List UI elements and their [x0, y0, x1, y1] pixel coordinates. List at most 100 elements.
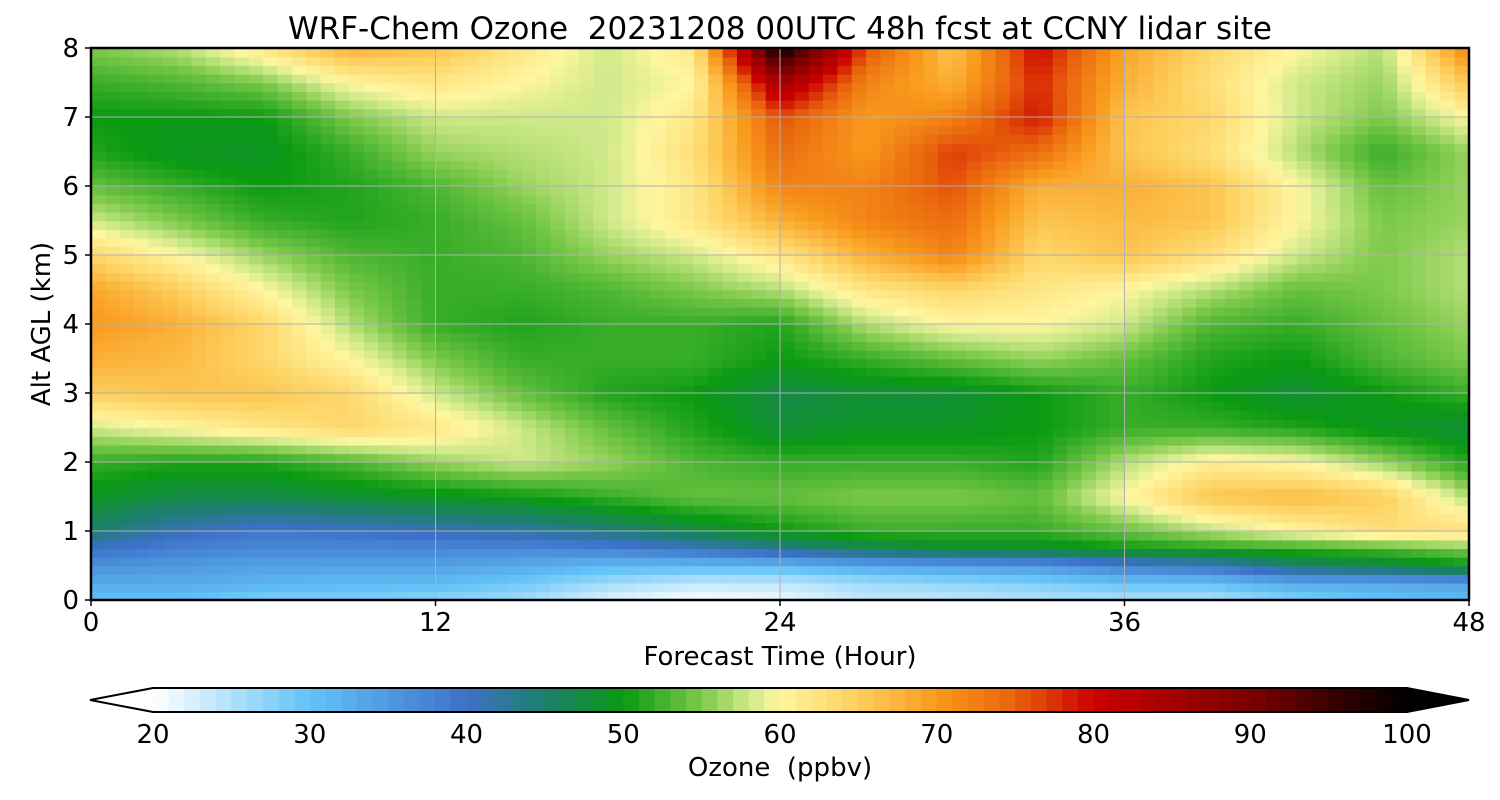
ozone-cell	[291, 539, 308, 550]
ozone-cell	[1268, 203, 1284, 213]
ozone-cell	[1368, 289, 1384, 299]
ozone-cell	[1311, 393, 1327, 403]
ozone-cell	[693, 358, 710, 368]
ozone-cell	[679, 280, 695, 291]
ozone-cell	[1425, 341, 1442, 351]
ozone-cell	[449, 237, 466, 248]
ozone-cell	[650, 237, 666, 248]
ozone-cell	[579, 453, 595, 463]
ozone-cell	[966, 462, 982, 472]
ozone-cell	[1153, 160, 1169, 170]
ozone-cell	[564, 393, 580, 403]
ozone-cell	[851, 556, 867, 567]
ozone-cell	[894, 539, 910, 550]
ozone-cell	[1124, 539, 1140, 550]
ozone-cell	[1081, 384, 1097, 394]
ozone-cell	[1425, 565, 1442, 575]
ozone-cell	[1052, 263, 1068, 274]
ozone-cell	[263, 211, 279, 222]
ozone-cell	[1253, 410, 1269, 420]
ozone-cell	[306, 393, 322, 403]
ozone-cell	[636, 427, 652, 437]
ozone-cell	[378, 306, 394, 317]
ozone-cell	[1138, 479, 1155, 489]
ozone-cell	[1110, 160, 1126, 170]
ozone-cell	[119, 556, 135, 567]
ozone-cell	[105, 263, 121, 274]
ozone-cell	[564, 591, 580, 600]
ozone-cell	[1067, 582, 1083, 593]
ozone-cell	[478, 211, 494, 222]
ozone-cell	[234, 427, 250, 437]
ozone-cell	[1397, 505, 1413, 515]
ozone-cell	[177, 341, 193, 351]
ozone-cell	[248, 470, 265, 481]
ozone-cell	[1354, 556, 1370, 567]
ozone-cell	[191, 548, 207, 558]
ozone-cell	[722, 479, 738, 489]
ozone-cell	[708, 168, 724, 179]
ozone-cell	[306, 401, 322, 412]
ozone-cell	[1253, 505, 1269, 515]
ozone-cell	[1454, 263, 1469, 274]
ozone-cell	[162, 203, 178, 213]
ozone-cell	[1067, 255, 1083, 265]
ozone-cell	[1354, 151, 1370, 161]
ozone-cell	[550, 462, 566, 472]
ozone-cell	[736, 531, 753, 541]
ozone-cell	[1024, 151, 1040, 161]
ozone-cell	[1138, 341, 1155, 351]
ozone-cell	[1009, 194, 1025, 205]
ozone-cell	[1382, 332, 1399, 343]
ozone-cell	[1311, 487, 1327, 498]
ozone-cell	[1038, 427, 1054, 437]
ozone-cell	[550, 280, 566, 291]
ozone-cell	[780, 306, 796, 317]
ozone-cell	[1354, 531, 1370, 541]
ozone-cell	[220, 436, 236, 446]
ozone-cell	[937, 513, 954, 524]
ozone-cell	[1425, 436, 1442, 446]
ozone-cell	[421, 565, 437, 575]
ozone-cell	[205, 211, 221, 222]
ozone-cell	[134, 367, 150, 377]
ozone-cell	[1239, 574, 1255, 584]
ozone-cell	[1224, 298, 1241, 308]
ozone-cell	[378, 341, 394, 351]
ozone-cell	[378, 548, 394, 558]
ozone-cell	[579, 306, 595, 317]
ozone-cell	[980, 539, 997, 550]
ozone-cell	[521, 237, 537, 248]
ozone-cell	[162, 401, 178, 412]
ozone-cell	[1397, 574, 1413, 584]
ozone-cell	[1224, 574, 1241, 584]
ozone-cell	[1425, 246, 1442, 256]
ozone-cell	[105, 522, 121, 532]
ozone-cell	[909, 427, 925, 437]
ozone-cell	[1167, 246, 1183, 256]
ozone-cell	[392, 341, 408, 351]
ozone-cell	[1181, 255, 1198, 265]
ozone-cell	[894, 401, 910, 412]
ozone-cell	[880, 324, 896, 334]
ozone-cell	[1311, 306, 1327, 317]
ozone-cell	[1181, 229, 1198, 239]
ozone-cell	[435, 324, 451, 334]
ozone-cell	[1239, 324, 1255, 334]
ozone-cell	[1296, 462, 1312, 472]
ozone-cell	[1052, 384, 1068, 394]
ozone-cell	[765, 203, 781, 213]
ozone-cell	[1311, 479, 1327, 489]
ozone-cell	[205, 332, 221, 343]
ozone-cell	[1397, 341, 1413, 351]
ozone-cell	[1138, 539, 1155, 550]
ozone-cell	[1052, 505, 1068, 515]
ozone-cell	[708, 246, 724, 256]
ozone-cell	[751, 151, 767, 161]
ozone-cell	[1253, 272, 1269, 282]
ozone-cell	[464, 591, 480, 600]
ozone-cell	[1153, 591, 1169, 600]
ozone-cell	[1454, 591, 1469, 600]
ozone-cell	[1210, 453, 1226, 463]
ozone-cell	[220, 168, 236, 179]
